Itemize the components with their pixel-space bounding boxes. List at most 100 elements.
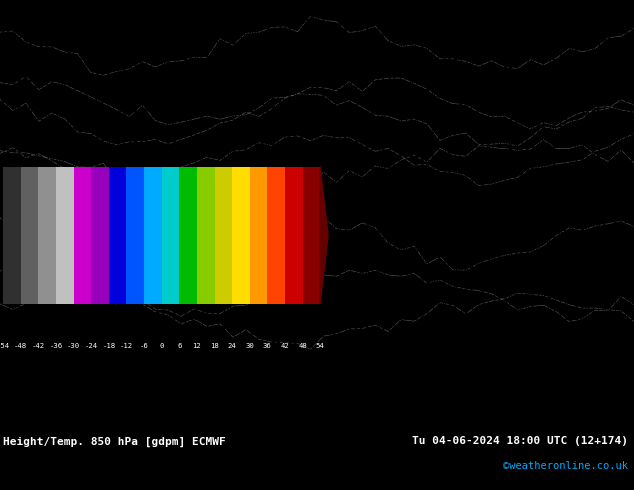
Text: 0: 0 <box>574 253 579 263</box>
Text: 6: 6 <box>160 51 165 61</box>
Text: 2: 2 <box>77 373 82 382</box>
Text: 0: 0 <box>590 253 595 263</box>
Text: 2: 2 <box>100 395 105 405</box>
Text: 2: 2 <box>133 411 138 419</box>
Text: 8: 8 <box>392 59 397 68</box>
Text: 1: 1 <box>546 291 551 300</box>
Text: 1: 1 <box>496 306 501 315</box>
Text: 9: 9 <box>298 231 303 240</box>
Text: 7: 7 <box>463 81 469 91</box>
Text: 1: 1 <box>271 336 275 344</box>
Text: 8: 8 <box>342 141 347 150</box>
Text: 9: 9 <box>480 253 485 263</box>
Text: 9: 9 <box>237 231 242 240</box>
Text: -18: -18 <box>102 343 115 349</box>
Text: 2: 2 <box>138 366 143 374</box>
Bar <box>74 167 91 304</box>
Text: 7: 7 <box>320 22 325 31</box>
Text: 6: 6 <box>83 81 88 91</box>
Text: 6: 6 <box>430 7 435 16</box>
Text: 2: 2 <box>304 366 308 374</box>
Text: 0: 0 <box>375 179 380 188</box>
Text: 8: 8 <box>337 126 342 135</box>
Text: 2: 2 <box>513 366 518 374</box>
Text: 1: 1 <box>398 388 402 397</box>
Text: 9: 9 <box>392 186 397 195</box>
Text: 0: 0 <box>392 276 397 285</box>
Text: 0: 0 <box>585 306 590 315</box>
Text: 0: 0 <box>160 231 165 240</box>
Text: 7: 7 <box>89 201 93 210</box>
Text: 2: 2 <box>474 418 479 427</box>
Text: 2: 2 <box>623 373 628 382</box>
Text: 7: 7 <box>61 179 66 188</box>
Text: 1: 1 <box>127 381 132 390</box>
Text: 7: 7 <box>353 67 358 75</box>
Text: 0: 0 <box>364 298 369 307</box>
Text: 7: 7 <box>574 0 579 8</box>
Text: 6: 6 <box>83 67 88 75</box>
Text: 1: 1 <box>359 351 363 360</box>
Text: 8: 8 <box>67 156 72 165</box>
Text: 6: 6 <box>138 7 143 16</box>
Text: 8: 8 <box>403 37 408 46</box>
Text: 2: 2 <box>585 381 590 390</box>
Text: 6: 6 <box>276 74 281 83</box>
Text: 7: 7 <box>216 156 220 165</box>
Text: 1: 1 <box>94 313 99 322</box>
Text: 1: 1 <box>271 411 275 419</box>
Text: 9: 9 <box>232 209 236 218</box>
Text: 7: 7 <box>375 37 380 46</box>
Text: 7: 7 <box>474 44 479 53</box>
Text: 5: 5 <box>39 14 44 23</box>
Text: 6: 6 <box>232 44 236 53</box>
Text: 0: 0 <box>309 246 314 255</box>
Text: 2: 2 <box>623 411 628 419</box>
Text: 1: 1 <box>254 425 259 435</box>
Text: 1: 1 <box>94 351 99 360</box>
Text: 2: 2 <box>519 388 524 397</box>
Text: 8: 8 <box>546 119 551 128</box>
Text: 0: 0 <box>441 269 446 277</box>
Text: 7: 7 <box>249 59 253 68</box>
Text: 5: 5 <box>171 37 176 46</box>
Text: 6: 6 <box>287 89 292 98</box>
Text: 3: 3 <box>281 403 287 412</box>
Text: 5: 5 <box>193 29 198 38</box>
Text: 9: 9 <box>83 216 88 225</box>
Text: 8: 8 <box>469 126 474 135</box>
Text: 8: 8 <box>232 119 236 128</box>
Text: 1: 1 <box>453 239 457 247</box>
Text: 3: 3 <box>226 388 231 397</box>
Text: 0: 0 <box>67 321 72 330</box>
Text: 9: 9 <box>392 239 397 247</box>
Text: 7: 7 <box>458 126 463 135</box>
Text: 9: 9 <box>127 246 132 255</box>
Text: 2: 2 <box>276 381 281 390</box>
Text: 8: 8 <box>513 37 518 46</box>
Text: 1: 1 <box>259 223 264 233</box>
Text: 0: 0 <box>496 186 501 195</box>
Text: 1: 1 <box>39 351 44 360</box>
Text: 9: 9 <box>271 246 275 255</box>
Text: 0: 0 <box>237 269 242 277</box>
Text: 6: 6 <box>331 51 336 61</box>
Text: 0: 0 <box>623 231 628 240</box>
Text: 7: 7 <box>458 0 463 8</box>
Text: 2: 2 <box>347 418 353 427</box>
Text: 1: 1 <box>486 298 490 307</box>
Text: 7: 7 <box>55 179 60 188</box>
Text: 9: 9 <box>276 186 281 195</box>
Text: 0: 0 <box>607 246 612 255</box>
Text: 1: 1 <box>94 321 99 330</box>
Text: 1: 1 <box>596 366 600 374</box>
Text: 7: 7 <box>1 134 5 143</box>
Text: 0: 0 <box>419 276 424 285</box>
Text: 5: 5 <box>165 22 171 31</box>
Text: 1: 1 <box>171 276 176 285</box>
Text: 0: 0 <box>226 313 231 322</box>
Text: 1: 1 <box>149 328 154 337</box>
Text: 2: 2 <box>612 411 617 419</box>
Text: 1: 1 <box>144 313 148 322</box>
Text: 1: 1 <box>513 395 518 405</box>
